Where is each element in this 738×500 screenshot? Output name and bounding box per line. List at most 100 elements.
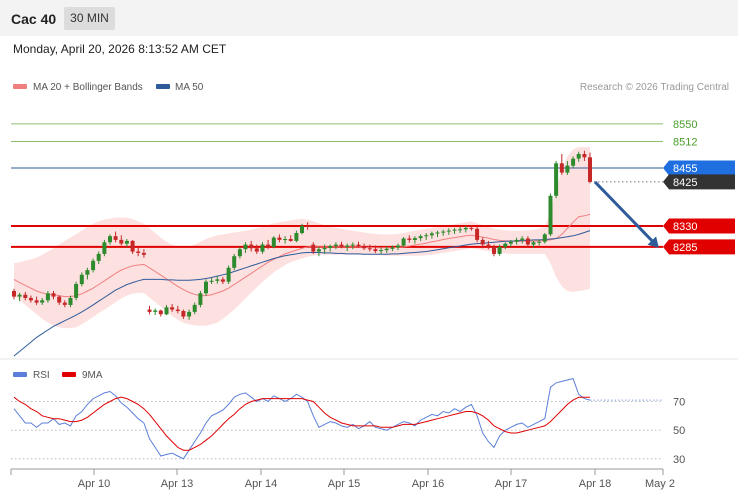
level-label-8512: 8512	[673, 137, 697, 149]
candle-body	[401, 238, 406, 246]
candle-body	[130, 240, 135, 252]
candle-body	[237, 249, 242, 257]
candle-body	[345, 245, 350, 247]
candle-body	[288, 239, 293, 241]
ma50-legend-label: MA 50	[175, 82, 204, 93]
candle-body	[328, 246, 333, 248]
candle-body	[554, 163, 559, 196]
candle-body	[260, 244, 265, 252]
candle-body	[475, 228, 480, 240]
candle-body	[333, 244, 338, 246]
rsi-tick-label-30: 30	[673, 454, 685, 466]
candle-body	[232, 256, 237, 268]
ma20-line	[13, 213, 591, 298]
timeframe-button[interactable]: 30 MIN	[64, 7, 115, 30]
candle-body	[23, 294, 28, 298]
candle-body	[102, 242, 107, 254]
candle-body	[463, 227, 468, 230]
candle-body	[187, 311, 192, 317]
candle-body	[204, 281, 208, 294]
ma50-legend-swatch	[156, 84, 170, 89]
level-tag-8455	[663, 160, 735, 176]
candle-body	[559, 163, 564, 173]
candle-body	[339, 244, 344, 247]
candle-body	[181, 311, 186, 317]
level-label-8550: 8550	[673, 119, 697, 131]
candle-body	[316, 249, 321, 252]
candle-body	[254, 248, 259, 252]
header-bar: Cac 40 30 MIN	[0, 0, 738, 36]
time-axis-ticks: Apr 10 Apr 13 Apr 14 Apr 15 Apr 16 Apr 17 Apr …	[10, 469, 675, 490]
candle-body	[571, 158, 576, 166]
candle-body	[373, 249, 378, 252]
rsi-line	[13, 378, 591, 460]
candle-body	[96, 253, 101, 261]
rsi-tick-label-70: 70	[673, 397, 685, 409]
instrument-title: Cac 40	[11, 11, 57, 27]
candle-body	[79, 274, 84, 285]
candle-body	[249, 244, 254, 249]
ma20-legend-swatch	[13, 84, 27, 89]
candle-body	[508, 241, 513, 244]
candle-body	[192, 304, 197, 312]
rsi-9ma-line	[13, 396, 590, 451]
candle-body	[209, 280, 214, 282]
candle-body	[220, 279, 225, 282]
bollinger-band-fill	[14, 147, 590, 329]
candle-body	[492, 246, 496, 254]
candle-body	[119, 239, 124, 244]
candle-body	[57, 296, 62, 303]
price-panel: 8550 8512 8455 8425 8330 8285	[11, 119, 735, 357]
level-label-8455: 8455	[673, 163, 697, 175]
candle-body	[469, 227, 474, 229]
time-axis-label: Apr 18	[579, 478, 611, 490]
candle-body	[40, 300, 45, 303]
candle-body	[390, 247, 395, 249]
candle-body	[446, 230, 451, 232]
candle-body	[170, 307, 175, 310]
candle-body	[412, 238, 417, 240]
candle-body	[243, 244, 248, 250]
candle-body	[85, 270, 90, 275]
candle-body	[34, 300, 39, 303]
time-axis-label: Apr 14	[245, 478, 277, 490]
candle-body	[158, 310, 163, 315]
candle-body	[153, 310, 158, 312]
time-axis-label: Apr 16	[412, 478, 444, 490]
ma20-legend-label: MA 20 + Bollinger Bands	[33, 82, 143, 93]
candle-body	[305, 226, 310, 227]
candle-body	[51, 293, 56, 297]
candle-body	[452, 229, 457, 231]
candle-body	[136, 251, 141, 253]
candle-body	[294, 233, 299, 241]
candle-body	[542, 234, 547, 242]
candle-body	[537, 241, 542, 243]
candle-body	[379, 250, 384, 252]
candle-body	[141, 252, 146, 255]
candle-body	[68, 298, 73, 305]
candle-body	[384, 248, 389, 251]
candle-body	[503, 243, 508, 247]
candle-body	[91, 260, 96, 271]
candle-body	[74, 284, 79, 298]
forecast-arrow	[593, 180, 658, 246]
candle-body	[283, 239, 288, 240]
rsi9ma-legend-swatch	[62, 372, 76, 377]
rsi-panel: 70 50 30	[11, 378, 685, 466]
candle-body	[198, 293, 203, 305]
candle-body	[45, 293, 50, 301]
rsi-legend-swatch	[13, 372, 27, 377]
candle-body	[175, 309, 180, 311]
candle-body	[429, 233, 434, 236]
candle-body	[300, 226, 304, 233]
rsi-legend-label: RSI	[33, 370, 50, 381]
forecast-arrow-head	[647, 236, 659, 248]
candle-body	[458, 229, 463, 231]
candle-body	[17, 294, 22, 297]
candle-body	[480, 239, 485, 245]
credit-text: Research © 2026 Trading Central	[580, 82, 729, 93]
candle-body	[113, 236, 118, 240]
time-axis-label: Apr 17	[495, 478, 527, 490]
candle-body	[418, 236, 423, 239]
